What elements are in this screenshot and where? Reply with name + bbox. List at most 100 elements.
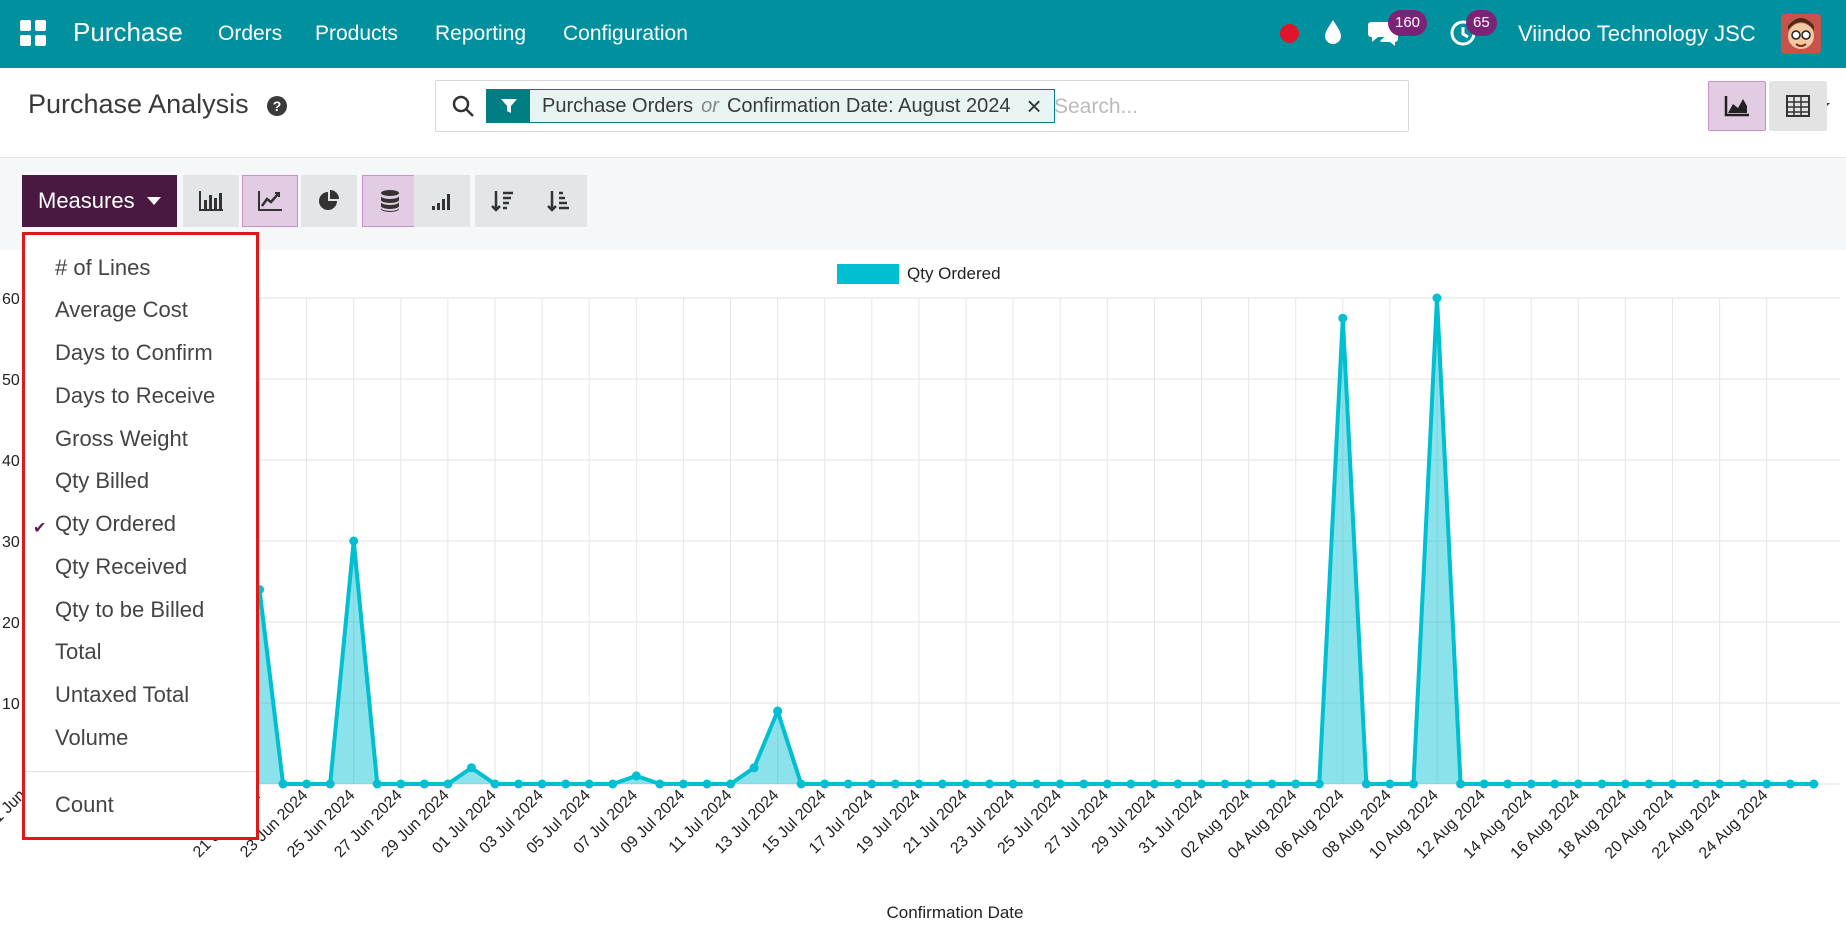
x-axis-title: Confirmation Date: [886, 903, 1023, 922]
data-point: [1809, 779, 1819, 789]
cumulative-button[interactable]: [414, 175, 470, 227]
line-chart-button[interactable]: [242, 175, 298, 227]
data-point: [1173, 779, 1183, 789]
stacked-button[interactable]: [362, 175, 418, 227]
data-point: [561, 779, 571, 789]
filter-icon: [487, 90, 530, 122]
search-bar[interactable]: Purchase Orders or Confirmation Date: Au…: [435, 80, 1830, 132]
menu-configuration[interactable]: Configuration: [563, 22, 688, 45]
drop-icon[interactable]: [1322, 18, 1344, 51]
apps-menu-icon[interactable]: [20, 20, 46, 46]
legend-swatch[interactable]: [837, 264, 899, 284]
stacked-icon: [381, 190, 399, 212]
data-point: [1338, 313, 1348, 323]
data-point: [937, 779, 947, 789]
company-switcher[interactable]: Viindoo Technology JSC: [1518, 21, 1756, 46]
menu-reporting[interactable]: Reporting: [435, 22, 527, 45]
measure-item-qty-received[interactable]: Qty Received: [55, 554, 188, 579]
data-point: [490, 779, 500, 789]
data-point: [1032, 779, 1042, 789]
y-tick-label: 50: [2, 372, 20, 389]
measure-item-qty-billed[interactable]: Qty Billed: [55, 468, 150, 493]
activities-badge: 65: [1466, 10, 1497, 36]
measure-item-count[interactable]: Count: [55, 792, 114, 817]
data-point: [1762, 779, 1772, 789]
menu-orders[interactable]: Orders: [218, 22, 283, 45]
data-point: [726, 779, 735, 789]
data-point: [419, 779, 429, 789]
data-point: [1408, 779, 1418, 789]
measure-item-untaxed-total[interactable]: Untaxed Total: [55, 682, 190, 707]
data-point: [372, 779, 382, 789]
data-point: [1197, 779, 1206, 789]
data-point: [349, 536, 359, 546]
measure-item-total[interactable]: Total: [55, 639, 102, 664]
remove-facet-icon[interactable]: ×: [1026, 91, 1042, 121]
data-point: [1432, 293, 1442, 303]
legend-label[interactable]: Qty Ordered: [907, 264, 1001, 283]
data-point: [1220, 779, 1230, 789]
measure-item-average-cost[interactable]: Average Cost: [55, 297, 188, 322]
pie-chart-button[interactable]: [301, 175, 357, 227]
user-avatar[interactable]: [1781, 14, 1821, 54]
measure-item-qty-ordered-row[interactable]: ✔ Qty Ordered: [25, 511, 256, 541]
data-point: [443, 779, 453, 789]
y-tick-label: 10: [2, 696, 20, 713]
caret-down-icon: [146, 197, 161, 205]
measures-dropdown-button[interactable]: Measures: [22, 175, 177, 227]
data-point: [1244, 779, 1254, 789]
y-tick-label: 40: [2, 453, 20, 470]
bar-chart-button[interactable]: [183, 175, 239, 227]
pie-chart-icon: [319, 190, 339, 210]
search-icon[interactable]: [451, 94, 475, 123]
measure-item-volume[interactable]: Volume: [55, 725, 129, 750]
sort-descending-button[interactable]: [475, 175, 531, 227]
data-point: [1149, 779, 1159, 789]
data-point: [1573, 779, 1583, 789]
data-point: [1126, 779, 1136, 789]
help-icon[interactable]: ?: [267, 96, 287, 116]
data-point: [867, 779, 877, 789]
data-point: [1361, 779, 1371, 789]
bar-chart-icon: [199, 191, 223, 211]
data-point: [914, 779, 924, 789]
graph-view-button[interactable]: [1708, 81, 1766, 131]
facet-value-purchase-orders: Purchase Orders: [542, 94, 694, 117]
data-point: [1385, 779, 1395, 789]
line-chart-icon: [258, 191, 282, 211]
data-point: [773, 706, 783, 716]
sort-descending-icon: [491, 191, 513, 212]
app-brand[interactable]: Purchase: [73, 17, 183, 47]
data-point: [325, 779, 335, 789]
measures-label: Measures: [38, 188, 135, 213]
measure-item-days-to-receive[interactable]: Days to Receive: [55, 383, 216, 408]
facet-or-separator: or: [701, 94, 719, 117]
y-tick-label: 60: [2, 291, 20, 308]
search-input[interactable]: [1054, 92, 1354, 122]
data-point: [1785, 779, 1795, 789]
data-point: [1291, 779, 1301, 789]
data-point: [1526, 779, 1536, 789]
y-tick-label: 30: [2, 534, 20, 551]
measure-item-lines[interactable]: # of Lines: [55, 255, 151, 280]
pivot-view-button[interactable]: [1769, 81, 1827, 131]
data-point: [631, 771, 641, 781]
data-point: [466, 763, 476, 773]
data-point: [1691, 779, 1701, 789]
data-point: [608, 779, 618, 789]
page-title: Purchase Analysis: [28, 89, 249, 119]
data-point: [961, 779, 971, 789]
data-point: [843, 779, 853, 789]
measure-item-qty-ordered[interactable]: Qty Ordered: [55, 511, 177, 536]
measure-item-gross-weight[interactable]: Gross Weight: [55, 426, 188, 451]
measure-item-days-to-confirm[interactable]: Days to Confirm: [55, 340, 213, 365]
menu-divider: [25, 771, 256, 772]
recording-indicator-icon[interactable]: [1280, 24, 1299, 43]
sort-ascending-button[interactable]: [531, 175, 587, 227]
filter-facet: Purchase Orders or Confirmation Date: Au…: [486, 89, 1055, 123]
checkmark-icon: ✔: [33, 520, 47, 537]
measure-item-qty-to-be-billed[interactable]: Qty to be Billed: [55, 597, 205, 622]
data-point: [796, 779, 806, 789]
menu-products[interactable]: Products: [315, 22, 398, 45]
